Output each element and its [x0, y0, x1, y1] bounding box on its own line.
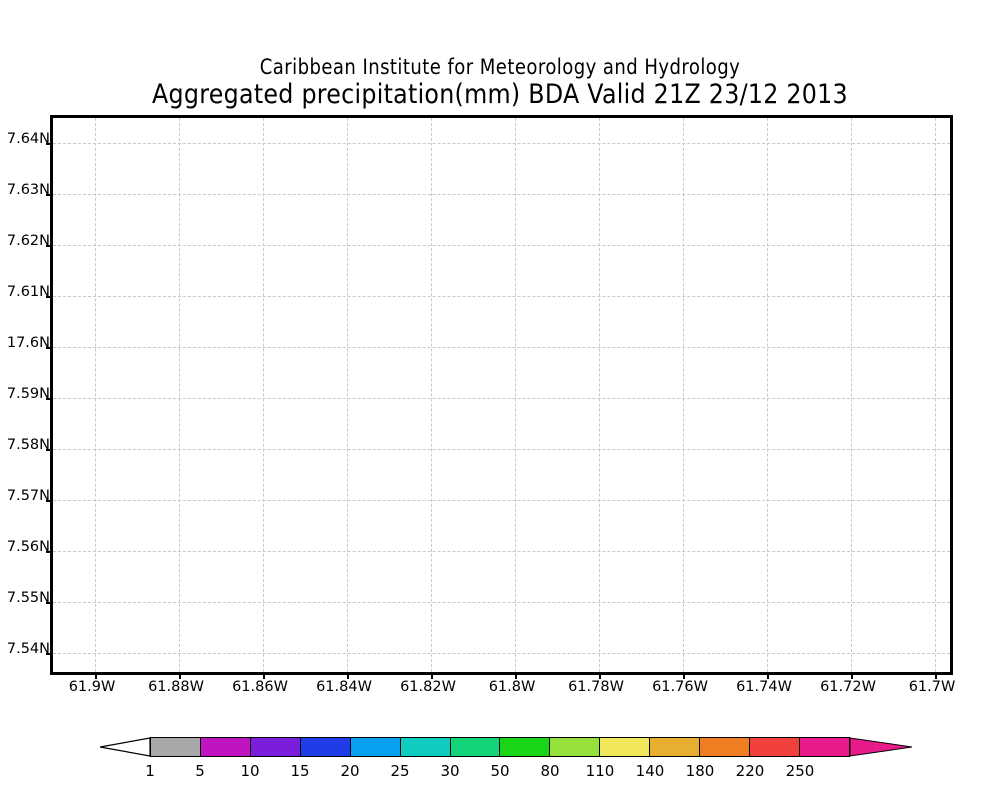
y-axis-label: 7.56N: [6, 538, 50, 555]
x-axis-label: 61.86W: [232, 679, 288, 695]
x-axis-label: 61.72W: [820, 679, 876, 695]
x-axis-label: 61.88W: [148, 679, 204, 695]
y-axis-tick: [46, 194, 53, 197]
x-axis-tick: [431, 672, 433, 679]
y-axis-label: 7.59N: [6, 386, 50, 402]
x-axis-label: 61.8W: [488, 679, 536, 695]
colorbar-tick-label: 25: [390, 762, 410, 780]
colorbar-segment[interactable]: [200, 738, 251, 756]
x-axis-label: 61.82W: [400, 679, 456, 695]
y-axis-label: 7.61N: [6, 284, 50, 301]
y-axis-label: 7.57N: [6, 487, 50, 504]
y-axis-label: 7.64N: [6, 131, 50, 148]
colorbar-segment[interactable]: [400, 738, 451, 756]
y-axis-tick: [46, 398, 53, 400]
x-axis-tick: [347, 672, 349, 679]
y-axis-tick: [46, 347, 53, 350]
colorbar-tick-label: 110: [585, 762, 615, 780]
colorbar-tick-labels: 1 5 10 15 20 25 30 50 80 110 140 180 220 250: [145, 762, 850, 784]
colorbar-segment[interactable]: [151, 738, 201, 756]
x-axis-label: 61.7W: [908, 679, 956, 695]
y-axis-tick: [46, 601, 53, 604]
x-axis-tick: [767, 672, 769, 679]
colorbar-segment[interactable]: [600, 738, 651, 756]
x-axis-tick: [263, 672, 265, 679]
colorbar-segment[interactable]: [700, 738, 751, 756]
y-axis-tick: [46, 296, 53, 299]
y-axis-tick: [46, 652, 53, 655]
colorbar-segment[interactable]: [750, 738, 800, 756]
colorbar-over-arrow-icon: [850, 737, 912, 757]
colorbar-tick-label: 50: [490, 762, 510, 780]
y-axis-label: 17.6N: [6, 335, 50, 352]
x-axis-labels: 61.9W 61.88W 61.86W 61.84W 61.82W 61.8W 61.78W…: [50, 679, 956, 701]
y-axis-label: 7.55N: [6, 589, 50, 606]
y-axis-tick: [46, 245, 53, 248]
y-axis-label: 7.58N: [6, 436, 50, 453]
colorbar-segment[interactable]: [550, 738, 601, 756]
x-axis-tick: [599, 672, 601, 679]
x-axis-tick: [515, 672, 517, 679]
x-axis-tick: [683, 672, 685, 679]
x-axis-tick: [179, 672, 181, 679]
colorbar-under-arrow-icon: [100, 737, 150, 757]
y-axis-label: 7.54N: [6, 640, 50, 657]
y-axis-label: 7.63N: [6, 182, 50, 199]
colorbar-segment[interactable]: [250, 738, 301, 756]
x-axis-tick: [935, 672, 937, 679]
colorbar-tick-label: 140: [635, 762, 665, 780]
colorbar-segment[interactable]: [650, 738, 701, 756]
colorbar-tick-label: 30: [440, 762, 460, 780]
colorbar-tick-label: 220: [735, 762, 765, 780]
colorbar-tick-label: 180: [685, 762, 715, 780]
colorbar-segment[interactable]: [799, 738, 849, 756]
y-axis-tick: [46, 448, 53, 451]
x-axis-label: 61.74W: [736, 679, 792, 695]
colorbar-tick-label: 15: [290, 762, 310, 780]
colorbar-tick-label: 20: [340, 762, 360, 780]
colorbar-segment[interactable]: [350, 738, 401, 756]
colorbar-segment[interactable]: [500, 738, 551, 756]
y-axis-labels: 7.64N 7.63N 7.62N 7.61N 17.6N 7.59N 7.58N 7.57N…: [0, 115, 1000, 675]
x-axis-label: 61.76W: [652, 679, 708, 695]
x-axis-label: 61.9W: [68, 679, 116, 695]
y-axis-tick: [46, 550, 53, 553]
colorbar-tick-label: 1: [145, 762, 155, 780]
x-axis-tick: [95, 672, 97, 679]
precipitation-colorbar[interactable]: [100, 735, 912, 759]
x-axis-label: 61.78W: [568, 679, 624, 695]
y-axis-label: 7.62N: [6, 233, 50, 250]
y-axis-tick: [46, 499, 53, 502]
x-axis-tick: [851, 672, 853, 679]
colorbar-tick-label: 250: [785, 762, 815, 780]
colorbar-tick-label: 10: [240, 762, 260, 780]
colorbar-segments[interactable]: [150, 737, 850, 757]
x-axis-label: 61.84W: [316, 679, 372, 695]
institute-title: Caribbean Institute for Meteorology and …: [259, 55, 741, 79]
page-title: Aggregated precipitation(mm) BDA Valid 2…: [152, 79, 848, 110]
colorbar-tick-label: 80: [540, 762, 560, 780]
y-axis-tick: [46, 143, 53, 146]
colorbar-tick-label: 5: [195, 762, 205, 780]
colorbar-segment[interactable]: [450, 738, 501, 756]
colorbar-segment[interactable]: [300, 738, 351, 756]
